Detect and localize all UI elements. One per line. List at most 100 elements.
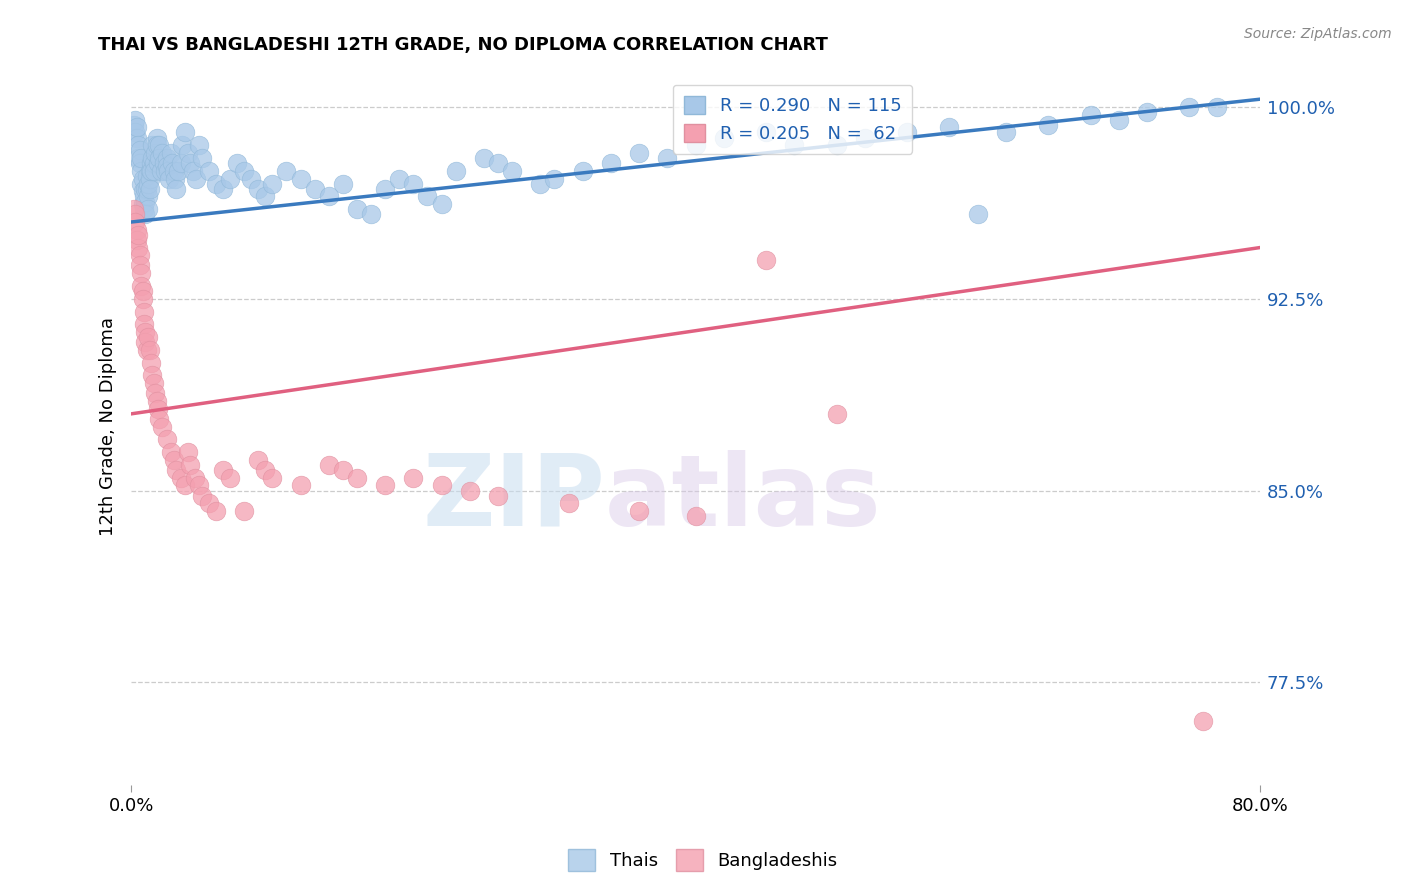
Point [155, 159, 177, 173]
Point [143, 386, 166, 401]
Point [139, 156, 162, 170]
Point [124, 207, 146, 221]
Point [134, 335, 156, 350]
Point [346, 202, 368, 217]
Point [124, 112, 146, 127]
Point [162, 164, 184, 178]
Point [1136, 105, 1159, 120]
Point [155, 433, 177, 447]
Legend: R = 0.290   N = 115, R = 0.205   N =  62: R = 0.290 N = 115, R = 0.205 N = 62 [672, 85, 912, 154]
Point [966, 207, 988, 221]
Point [402, 177, 425, 191]
Point [486, 489, 509, 503]
Point [127, 151, 149, 165]
Point [176, 445, 198, 459]
Point [212, 463, 235, 477]
Point [157, 171, 180, 186]
Point [129, 164, 152, 178]
Point [128, 144, 150, 158]
Point [304, 182, 326, 196]
Point [183, 471, 205, 485]
Point [1038, 118, 1060, 132]
Point [145, 130, 167, 145]
Point [755, 253, 778, 268]
Point [165, 182, 187, 196]
Point [131, 184, 153, 198]
Point [430, 197, 453, 211]
Point [599, 156, 621, 170]
Point [685, 138, 707, 153]
Point [1178, 100, 1201, 114]
Point [262, 471, 284, 485]
Point [247, 182, 270, 196]
Point [127, 138, 149, 153]
Point [226, 156, 249, 170]
Point [134, 182, 156, 196]
Point [173, 478, 195, 492]
Point [132, 202, 155, 217]
Point [131, 284, 153, 298]
Point [135, 343, 157, 357]
Point [290, 478, 312, 492]
Point [128, 156, 150, 170]
Point [141, 138, 163, 153]
Point [134, 194, 156, 209]
Point [141, 368, 163, 383]
Point [142, 156, 165, 170]
Point [685, 509, 707, 524]
Point [205, 177, 228, 191]
Point [486, 156, 509, 170]
Point [198, 164, 221, 178]
Point [1206, 100, 1229, 114]
Point [318, 189, 340, 203]
Point [657, 151, 679, 165]
Point [132, 304, 155, 318]
Point [124, 215, 146, 229]
Text: ZIP: ZIP [422, 450, 605, 547]
Point [416, 189, 439, 203]
Point [129, 266, 152, 280]
Point [127, 227, 149, 242]
Point [529, 177, 551, 191]
Point [186, 171, 208, 186]
Point [128, 248, 150, 262]
Point [155, 151, 177, 165]
Point [150, 145, 173, 160]
Point [132, 318, 155, 332]
Point [152, 156, 174, 170]
Point [145, 394, 167, 409]
Point [132, 189, 155, 203]
Point [136, 330, 159, 344]
Point [853, 130, 876, 145]
Point [149, 164, 172, 178]
Point [166, 164, 188, 178]
Point [129, 177, 152, 191]
Text: atlas: atlas [605, 450, 882, 547]
Point [332, 177, 354, 191]
Point [127, 241, 149, 255]
Point [543, 171, 565, 186]
Point [148, 151, 170, 165]
Point [458, 483, 481, 498]
Point [125, 233, 148, 247]
Point [142, 376, 165, 391]
Point [896, 126, 918, 140]
Point [571, 164, 593, 178]
Point [138, 164, 160, 178]
Point [163, 171, 186, 186]
Point [136, 202, 159, 217]
Point [160, 156, 183, 170]
Point [188, 478, 211, 492]
Point [122, 118, 145, 132]
Point [153, 164, 176, 178]
Point [159, 445, 181, 459]
Point [472, 151, 495, 165]
Point [139, 164, 162, 178]
Point [125, 222, 148, 236]
Point [783, 138, 806, 153]
Point [165, 463, 187, 477]
Point [136, 189, 159, 203]
Point [139, 356, 162, 370]
Point [557, 496, 579, 510]
Point [205, 504, 228, 518]
